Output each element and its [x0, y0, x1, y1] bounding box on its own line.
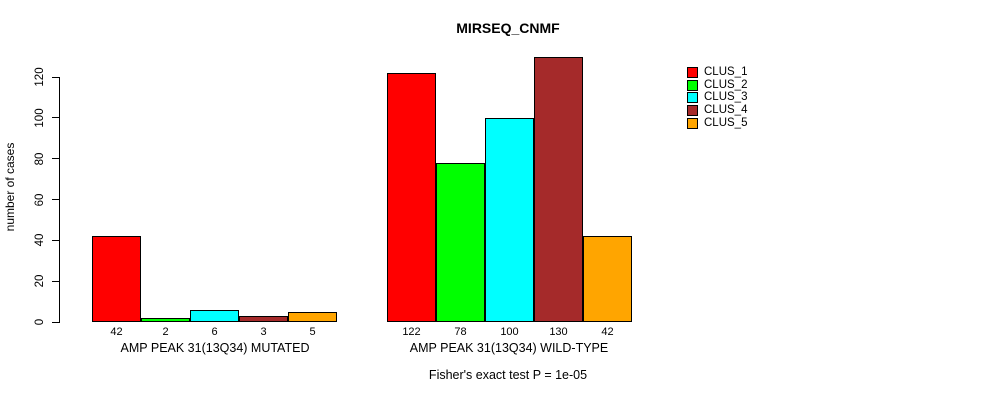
bar-clus_2-group1 — [141, 318, 190, 322]
bar-value-label: 3 — [260, 326, 267, 338]
y-axis-tick-label: 100 — [34, 108, 46, 128]
y-axis-tick — [52, 239, 59, 241]
y-axis-tick-label: 40 — [34, 233, 46, 247]
bar-clus_5-group1 — [288, 312, 337, 322]
legend-label: CLUS_1 — [704, 66, 748, 78]
y-axis-tick — [52, 158, 59, 160]
bar-clus_1-group2 — [387, 73, 436, 322]
legend-swatch — [687, 66, 698, 78]
group-label: AMP PEAK 31(13Q34) WILD-TYPE — [409, 341, 609, 355]
group-label: AMP PEAK 31(13Q34) MUTATED — [120, 341, 310, 355]
bar-value-label: 122 — [402, 326, 421, 338]
legend-label: CLUS_5 — [704, 117, 748, 129]
footnote: Fisher's exact test P = 1e-05 — [428, 368, 588, 382]
bar-value-label: 42 — [110, 326, 123, 338]
y-axis-tick — [52, 117, 59, 119]
legend-item: CLUS_2 — [687, 79, 747, 91]
legend-item: CLUS_5 — [687, 117, 747, 129]
bar-value-label: 78 — [454, 326, 467, 338]
bar-clus_2-group2 — [436, 163, 485, 322]
legend-label: CLUS_3 — [704, 91, 748, 103]
y-axis-tick-label: 80 — [34, 152, 46, 166]
chart-title: MIRSEQ_CNMF — [456, 20, 560, 36]
y-axis-tick — [52, 76, 59, 78]
bar-value-label: 2 — [162, 326, 169, 338]
bar-value-label: 42 — [601, 326, 614, 338]
y-axis-tick-label: 0 — [34, 318, 46, 326]
bar-clus_3-group1 — [190, 310, 239, 322]
bar-clus_4-group2 — [534, 57, 583, 322]
legend-item: CLUS_4 — [687, 104, 747, 116]
bar-clus_1-group1 — [92, 236, 141, 322]
y-axis-tick-label: 120 — [34, 67, 46, 87]
bar-value-label: 130 — [549, 326, 568, 338]
y-axis-line — [59, 77, 60, 323]
bar-value-label: 6 — [211, 326, 218, 338]
bar-clus_3-group2 — [485, 118, 534, 322]
legend-swatch — [687, 117, 698, 129]
legend-swatch — [687, 79, 698, 91]
y-axis-tick-label: 60 — [34, 193, 46, 206]
y-axis-tick — [52, 321, 59, 323]
legend-item: CLUS_3 — [687, 91, 747, 103]
bar-value-label: 5 — [309, 326, 316, 338]
y-axis-title: number of cases — [3, 142, 17, 232]
legend-swatch — [687, 91, 698, 103]
legend-label: CLUS_2 — [704, 79, 748, 91]
legend-item: CLUS_1 — [687, 66, 747, 78]
bar-clus_5-group2 — [583, 236, 632, 322]
legend-swatch — [687, 104, 698, 116]
y-axis-tick — [52, 280, 59, 282]
legend-label: CLUS_4 — [704, 104, 748, 116]
bar-value-label: 100 — [500, 326, 519, 338]
y-axis-tick — [52, 199, 59, 200]
bar-clus_4-group1 — [239, 316, 288, 322]
y-axis-tick-label: 20 — [34, 274, 46, 288]
